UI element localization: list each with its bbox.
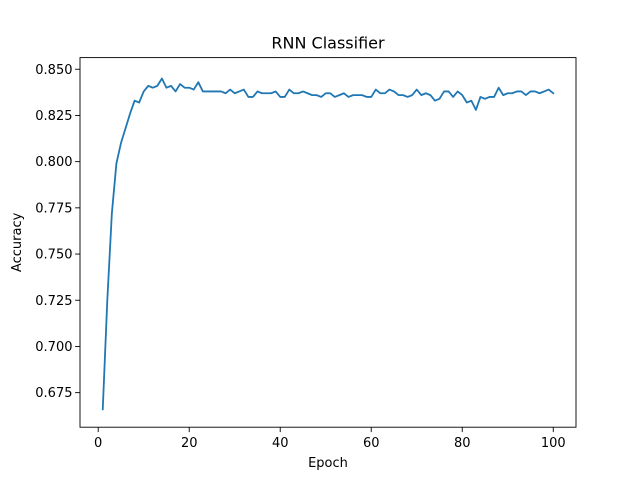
plot-area [80, 57, 576, 428]
y-tick-label: 0.725 [35, 294, 72, 309]
y-axis-label: Accuracy [10, 212, 25, 272]
y-tick-label: 0.850 [35, 63, 72, 78]
x-ticks: 0 20 40 60 80 100 [94, 427, 566, 451]
y-tick-label: 0.800 [35, 155, 72, 170]
y-tick-label: 0.825 [35, 109, 72, 124]
y-tick-label: 0.675 [35, 386, 72, 401]
x-tick-label: 80 [454, 436, 471, 451]
y-tick-label: 0.750 [35, 248, 72, 263]
plot-frame [79, 57, 577, 428]
chart-title: RNN Classifier [271, 34, 385, 53]
series-layer [101, 77, 555, 411]
x-axis-label: Epoch [308, 456, 348, 471]
y-tick-label: 0.700 [35, 340, 72, 355]
x-tick-label: 100 [541, 436, 566, 451]
series-line-accuracy [101, 77, 555, 411]
x-tick-label: 0 [94, 436, 102, 451]
x-tick-label: 20 [181, 436, 198, 451]
y-tick-label: 0.775 [35, 201, 72, 216]
x-tick-label: 40 [272, 436, 289, 451]
y-ticks: 0.675 0.700 0.725 0.750 0.775 0.800 0.825 0.850 [35, 63, 80, 401]
x-tick-label: 60 [363, 436, 380, 451]
